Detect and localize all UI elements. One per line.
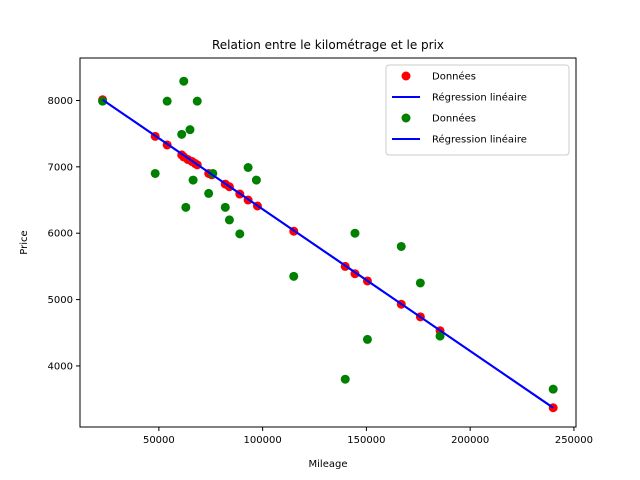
data-point: [192, 96, 202, 106]
y-tick-label: 5000: [48, 295, 73, 306]
legend-marker: [401, 113, 411, 123]
data-point: [220, 202, 230, 212]
data-point: [350, 228, 360, 238]
data-point: [188, 175, 198, 185]
data-point: [289, 271, 299, 281]
data-point: [224, 215, 234, 225]
legend-marker: [401, 71, 411, 81]
y-tick-label: 4000: [48, 361, 73, 372]
y-tick-label: 8000: [48, 96, 73, 107]
chart-title: Relation entre le kilométrage et le prix: [212, 38, 444, 52]
x-tick-label: 200000: [451, 435, 489, 446]
legend-entry-label: Données: [432, 71, 476, 83]
y-axis-label: Price: [19, 230, 30, 254]
data-point: [185, 125, 195, 135]
data-point: [235, 229, 245, 239]
data-point: [179, 76, 189, 86]
x-tick-label: 250000: [555, 435, 593, 446]
axes-frame: [79, 57, 577, 428]
x-tick-label: 50000: [143, 435, 175, 446]
data-point: [340, 374, 350, 384]
y-axis-ticks: 4000 5000 6000 7000 8000: [48, 96, 80, 372]
data-point: [181, 202, 191, 212]
data-point: [548, 384, 558, 394]
data-point: [396, 241, 406, 251]
data-point: [251, 175, 261, 185]
regression-line: [102, 98, 554, 409]
data-point: [435, 331, 445, 341]
legend-entry-label: Données: [432, 113, 476, 125]
data-point: [98, 96, 108, 106]
legend-items: Données Régression linéaire Données Régress…: [392, 71, 527, 146]
y-tick-label: 6000: [48, 229, 73, 240]
data-point: [204, 188, 214, 198]
data-point: [177, 129, 187, 139]
data-marks: [98, 76, 558, 413]
legend: Données Régression linéaire Données Régress…: [385, 64, 570, 156]
data-point: [243, 163, 253, 173]
x-axis-label: Mileage: [309, 459, 348, 470]
data-point: [150, 168, 160, 178]
y-tick-label: 7000: [48, 162, 73, 173]
x-tick-label: 150000: [347, 435, 385, 446]
plot-area: [79, 57, 577, 428]
x-axis-ticks: 50000 100000 150000 200000 250000: [143, 427, 593, 446]
legend-entry-label: Régression linéaire: [432, 92, 527, 104]
x-tick-label: 100000: [244, 435, 282, 446]
legend-entry-label: Régression linéaire: [432, 134, 527, 146]
legend-frame: [385, 64, 570, 156]
data-point: [162, 96, 172, 106]
data-point: [415, 278, 425, 288]
data-point: [362, 334, 372, 344]
